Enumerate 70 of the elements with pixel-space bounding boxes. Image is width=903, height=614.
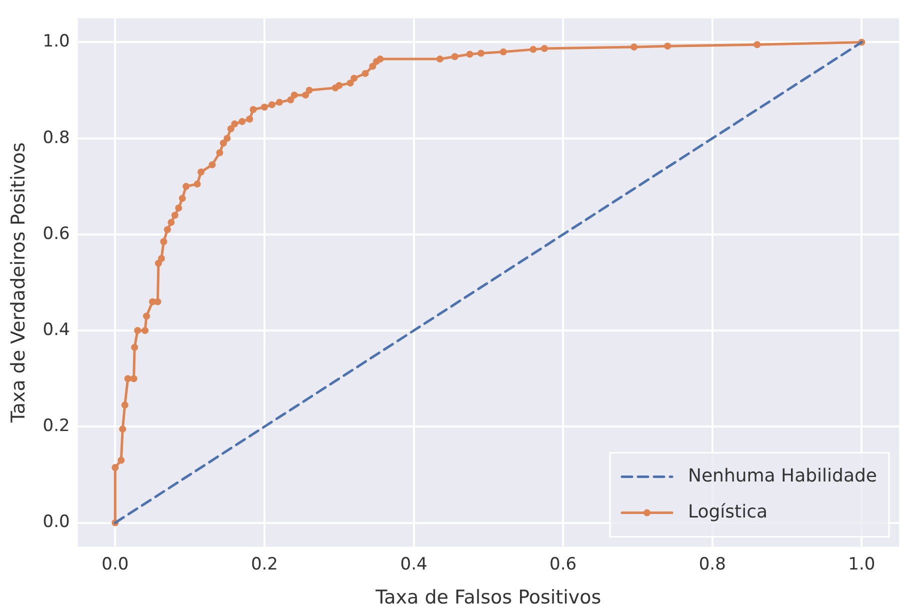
point — [231, 120, 238, 128]
point — [436, 56, 444, 63]
point — [130, 375, 138, 382]
point — [124, 375, 132, 382]
point — [134, 327, 142, 334]
point — [238, 118, 246, 126]
point — [227, 125, 234, 132]
point — [121, 402, 128, 409]
x-tick-label: 0.4 — [400, 554, 428, 574]
point — [182, 182, 190, 190]
x-axis-title: Taxa de Falsos Positivos — [374, 586, 602, 609]
point — [118, 456, 125, 464]
point — [112, 464, 119, 472]
point — [287, 96, 294, 104]
point — [540, 44, 548, 52]
point — [220, 140, 227, 147]
point — [664, 42, 672, 50]
x-tick-label: 1.0 — [848, 554, 876, 574]
point — [302, 92, 310, 99]
point — [246, 116, 254, 123]
point — [154, 260, 162, 267]
point — [290, 92, 298, 99]
point — [336, 82, 343, 89]
y-tick-label: 1.0 — [42, 32, 70, 52]
point — [530, 46, 537, 53]
point — [143, 312, 150, 320]
point — [477, 50, 484, 57]
legend-label: Nenhuma Habilidade — [688, 465, 877, 486]
point — [250, 106, 257, 114]
point — [194, 180, 201, 188]
y-tick-label: 0.4 — [42, 320, 70, 340]
y-tick-label: 0.0 — [42, 512, 70, 532]
point — [754, 41, 761, 48]
point — [208, 161, 216, 168]
x-tick-label: 0.0 — [102, 554, 129, 574]
point — [216, 149, 224, 156]
point — [451, 53, 458, 60]
point — [142, 327, 149, 334]
x-tick-label: 0.8 — [698, 554, 726, 574]
point — [175, 204, 182, 212]
point — [260, 104, 268, 111]
point — [168, 218, 175, 226]
point — [154, 298, 162, 306]
point — [630, 44, 638, 51]
point — [119, 426, 126, 433]
point — [160, 238, 168, 246]
point — [466, 50, 474, 58]
x-tick-label: 0.2 — [250, 554, 278, 574]
point — [376, 56, 384, 63]
x-tick-label: 0.6 — [550, 554, 577, 574]
y-tick-label: 0.8 — [42, 128, 70, 148]
point — [178, 194, 186, 202]
point — [224, 134, 231, 142]
point — [268, 101, 276, 108]
point — [362, 70, 369, 77]
point — [158, 254, 165, 262]
point — [369, 62, 376, 70]
point — [306, 86, 313, 94]
y-tick-label: 0.2 — [42, 416, 70, 436]
point — [131, 344, 138, 351]
point — [198, 168, 205, 176]
point — [346, 80, 354, 87]
point — [164, 226, 171, 234]
point — [276, 98, 283, 106]
y-axis-title: Taxa de Verdadeiros Positivos — [7, 142, 30, 424]
point — [171, 212, 178, 219]
point — [350, 74, 358, 82]
y-tick-label: 0.6 — [42, 224, 70, 244]
point — [500, 48, 507, 56]
legend-label: Logística — [688, 501, 768, 522]
